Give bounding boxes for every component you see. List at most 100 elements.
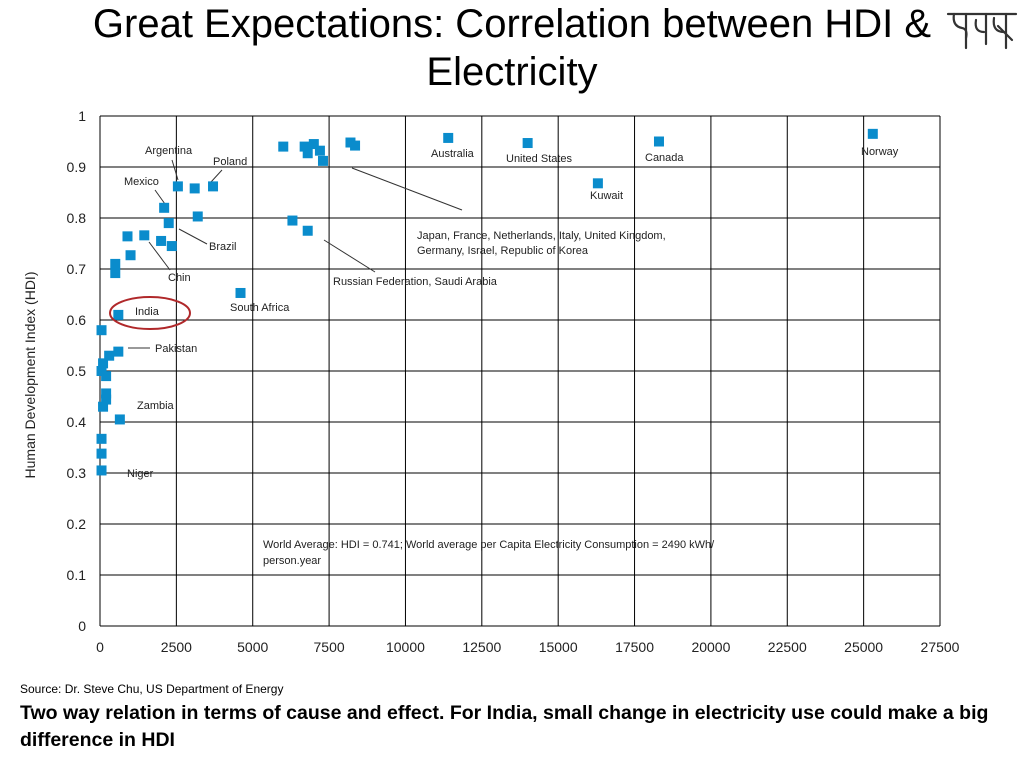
annotation-label: Brazil [209,241,237,253]
annotation-label: Zambia [137,400,175,412]
data-points [96,128,878,476]
x-tick-label: 22500 [768,639,807,655]
india-highlight-circle [109,296,191,330]
x-tick-label: 12500 [462,639,501,655]
data-point [299,141,310,152]
x-tick-label: 5000 [237,639,268,655]
data-point [314,145,325,156]
data-point [96,448,107,459]
annotation-label: person.year [263,555,321,567]
data-point [287,215,298,226]
annotation-label: Chin [168,272,191,284]
annotation-label: Poland [213,156,247,168]
data-point [208,181,219,192]
x-tick-label: 27500 [921,639,960,655]
chart-ticks: 0 2500 5000 7500 10000 12500 15000 17500 20000 22… [67,108,960,655]
y-tick-label: 0.5 [67,363,87,379]
data-point [98,358,109,369]
data-point [235,287,246,298]
annotation-leader-line [323,239,376,273]
x-tick-label: 15000 [539,639,578,655]
data-point [317,155,328,166]
x-tick-label: 2500 [161,639,192,655]
x-tick-label: 20000 [691,639,730,655]
x-tick-label: 0 [96,639,104,655]
annotation-label: Argentina [145,145,193,157]
annotation-label: Japan, France, Netherlands, Italy, Unite… [417,230,666,242]
data-point [113,346,124,357]
annotation-label: World Average: HDI = 0.741; World averag… [263,539,715,551]
data-point [156,235,167,246]
data-point [96,465,107,476]
annotation-leader-line [351,167,463,211]
annotation-label: South Africa [230,302,290,314]
data-point [110,268,121,279]
caption-text: Two way relation in terms of cause and e… [20,702,989,751]
chart-grid [99,115,941,627]
data-point [166,241,177,252]
annotation-label: Norway [861,146,899,158]
data-point [113,309,124,320]
y-tick-label: 0.7 [67,261,87,277]
y-tick-label: 0 [78,618,86,634]
x-tick-label: 7500 [314,639,345,655]
annotation-label: United States [506,153,573,165]
data-point [101,394,112,405]
hdi-electricity-scatter-chart: 0 2500 5000 7500 10000 12500 15000 17500 20000 22… [22,108,960,655]
data-point [302,148,313,159]
y-tick-label: 0.6 [67,312,87,328]
data-point [98,401,109,412]
data-point [125,250,136,261]
y-tick-label: 0.4 [67,414,87,430]
annotation-label: Pakistan [155,343,197,355]
data-point [189,183,200,194]
data-point [592,178,603,189]
y-axis-label: Human Development Index (HDI) [22,272,38,479]
data-point [96,366,107,376]
data-point [308,139,319,150]
annotation-leader-line [178,228,208,245]
y-tick-label: 0.8 [67,210,87,226]
data-point [104,350,115,361]
annotation-label: Kuwait [590,190,623,202]
data-point [163,218,174,229]
data-point [192,211,203,222]
annotation-label: Germany, Israel, Republic of Korea [417,245,589,257]
data-point [122,231,133,242]
data-point [867,128,878,139]
data-point [101,371,112,382]
data-point [110,258,121,269]
x-tick-label: 25000 [844,639,883,655]
annotation-label: Canada [645,152,684,164]
data-point [653,136,664,147]
annotation-leader-lines [128,159,463,349]
annotation-leader-line [210,169,223,183]
annotation-leader-line [154,189,166,205]
y-tick-label: 0.3 [67,465,87,481]
slide-title: Great Expectations: Correlation between … [92,2,932,94]
annotation-label: Russian Federation, Saudi Arabia [333,276,498,288]
y-tick-label: 0.2 [67,516,87,532]
data-point [278,141,289,152]
data-point [96,325,107,336]
data-point [302,225,313,236]
y-tick-label: 1 [78,108,86,124]
data-point [159,202,170,213]
data-point [172,181,183,192]
data-point [350,140,361,151]
x-tick-label: 10000 [386,639,425,655]
annotation-labels: Norway Canada United States Australia Kuwait… [124,145,899,567]
data-point [114,414,125,425]
y-tick-label: 0.1 [67,567,87,583]
data-point [101,388,112,399]
y-tick-label: 0.9 [67,159,87,175]
data-point [96,433,107,444]
data-point [443,132,454,143]
annotation-label: Niger [127,468,154,480]
hindi-logo-icon [946,12,1018,50]
x-tick-label: 17500 [615,639,654,655]
annotation-label: Mexico [124,176,159,188]
data-point [522,138,533,149]
source-text: Source: Dr. Steve Chu, US Department of … [20,682,284,696]
annotation-leader-line [148,241,171,271]
